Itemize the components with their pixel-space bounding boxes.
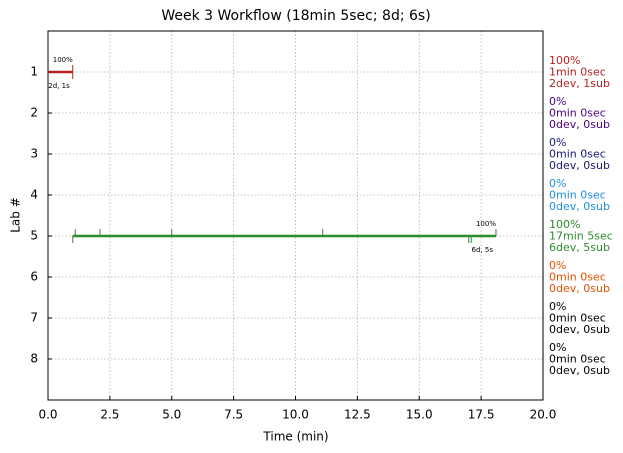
lab-summary: 0dev, 0sub — [549, 118, 610, 131]
y-tick-label: 8 — [30, 352, 38, 366]
y-tick-label: 6 — [30, 270, 38, 284]
x-tick-label: 15.0 — [406, 408, 433, 422]
lab-summary: 0% — [549, 136, 566, 149]
bar-label-bottom: 6d, 5s — [472, 246, 494, 254]
bar-label-bottom: 2d, 1s — [48, 82, 70, 90]
plot-frame — [47, 30, 544, 401]
lab-summary: 100% — [549, 218, 580, 231]
lab-summary: 0% — [549, 300, 566, 313]
x-tick-label: 2.5 — [100, 408, 119, 422]
lab-summary: 0% — [549, 95, 566, 108]
lab-summary: 6dev, 5sub — [549, 241, 610, 254]
y-tick-label: 4 — [30, 188, 38, 202]
x-tick-label: 7.5 — [224, 408, 243, 422]
x-tick-label: 20.0 — [530, 408, 557, 422]
bar-label-top: 100% — [476, 220, 496, 228]
lab-summary: 0min 0sec — [549, 271, 606, 284]
y-tick-label: 7 — [30, 311, 38, 325]
lab-summary: 0min 0sec — [549, 353, 606, 366]
x-tick-label: 10.0 — [282, 408, 309, 422]
lab-summary: 17min 5sec — [549, 230, 613, 243]
x-tick-label: 17.5 — [468, 408, 495, 422]
y-tick-label: 1 — [30, 65, 38, 79]
bar-label-top: 100% — [53, 56, 73, 64]
y-tick-label: 5 — [30, 229, 38, 243]
lab-summary: 0dev, 0sub — [549, 159, 610, 172]
lab-summary: 0dev, 0sub — [549, 364, 610, 377]
lab-summary: 0% — [549, 177, 566, 190]
lab-summary: 0min 0sec — [549, 189, 606, 202]
lab-summary: 0min 0sec — [549, 312, 606, 325]
lab-summary: 1min 0sec — [549, 66, 606, 79]
lab-summary: 0dev, 0sub — [549, 200, 610, 213]
lab-summary: 0dev, 0sub — [549, 282, 610, 295]
chart-title: Week 3 Workflow (18min 5sec; 8d; 6s) — [161, 8, 430, 24]
x-axis-label: Time (min) — [262, 430, 328, 444]
x-tick-label: 5.0 — [162, 408, 181, 422]
y-tick-label: 3 — [30, 147, 38, 161]
lab-summary: 0min 0sec — [549, 148, 606, 161]
y-axis-label: Lab # — [9, 197, 23, 233]
lab-summary: 0dev, 0sub — [549, 323, 610, 336]
lab-summary: 100% — [549, 54, 580, 67]
lab-summary: 0% — [549, 259, 566, 272]
lab-summary: 0% — [549, 341, 566, 354]
lab-summary: 0min 0sec — [549, 107, 606, 120]
x-tick-label: 0.0 — [38, 408, 57, 422]
y-tick-label: 2 — [30, 106, 38, 120]
lab-summary: 2dev, 1sub — [549, 77, 610, 90]
x-tick-label: 12.5 — [344, 408, 371, 422]
